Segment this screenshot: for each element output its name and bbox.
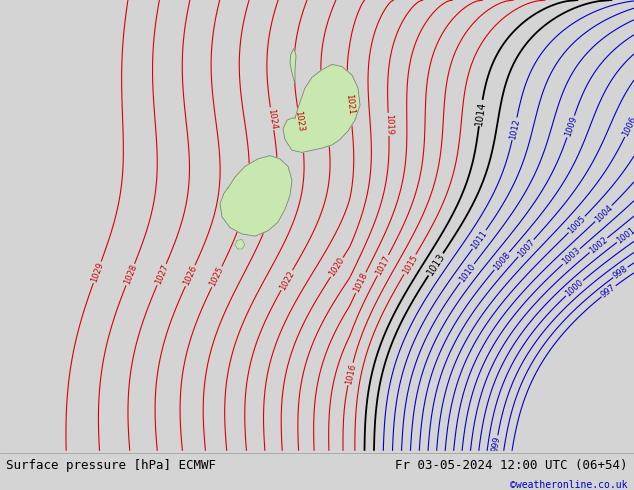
- Text: 1015: 1015: [401, 253, 419, 276]
- Text: 999: 999: [491, 436, 502, 452]
- Text: 1007: 1007: [515, 237, 536, 259]
- Text: 1023: 1023: [294, 110, 306, 132]
- Text: 1019: 1019: [384, 114, 394, 135]
- Text: 997: 997: [600, 283, 618, 299]
- Text: 1029: 1029: [89, 261, 105, 284]
- Text: 1014: 1014: [474, 100, 488, 126]
- Text: 1028: 1028: [122, 263, 138, 286]
- Text: 1018: 1018: [352, 271, 370, 294]
- Text: ©weatheronline.co.uk: ©weatheronline.co.uk: [510, 480, 628, 490]
- Text: 1026: 1026: [182, 264, 198, 287]
- Text: 1020: 1020: [327, 256, 346, 278]
- Text: 1012: 1012: [508, 118, 521, 140]
- Text: 998: 998: [611, 264, 630, 281]
- Text: 1001: 1001: [615, 225, 634, 245]
- Text: 1017: 1017: [374, 254, 392, 277]
- Text: 1021: 1021: [344, 93, 355, 115]
- Text: 1010: 1010: [457, 262, 477, 284]
- Text: 1011: 1011: [470, 228, 489, 251]
- Polygon shape: [290, 49, 296, 84]
- Text: 1008: 1008: [491, 250, 512, 272]
- Text: 1009: 1009: [563, 115, 578, 138]
- Text: 1004: 1004: [593, 203, 614, 224]
- Text: 1027: 1027: [153, 263, 170, 286]
- Text: 1016: 1016: [344, 363, 357, 385]
- Text: 1024: 1024: [266, 108, 278, 130]
- Text: 1005: 1005: [566, 214, 587, 235]
- Text: 1002: 1002: [588, 235, 609, 255]
- Text: 1025: 1025: [208, 266, 226, 288]
- Text: 1013: 1013: [425, 251, 447, 277]
- Polygon shape: [235, 239, 245, 249]
- Text: Fr 03-05-2024 12:00 UTC (06+54): Fr 03-05-2024 12:00 UTC (06+54): [395, 459, 628, 472]
- Text: 1000: 1000: [564, 278, 585, 298]
- Text: Surface pressure [hPa] ECMWF: Surface pressure [hPa] ECMWF: [6, 459, 216, 472]
- Polygon shape: [283, 64, 360, 152]
- Text: 1006: 1006: [621, 115, 634, 138]
- Text: 1022: 1022: [278, 269, 296, 292]
- Polygon shape: [220, 156, 292, 236]
- Text: 1003: 1003: [560, 246, 582, 267]
